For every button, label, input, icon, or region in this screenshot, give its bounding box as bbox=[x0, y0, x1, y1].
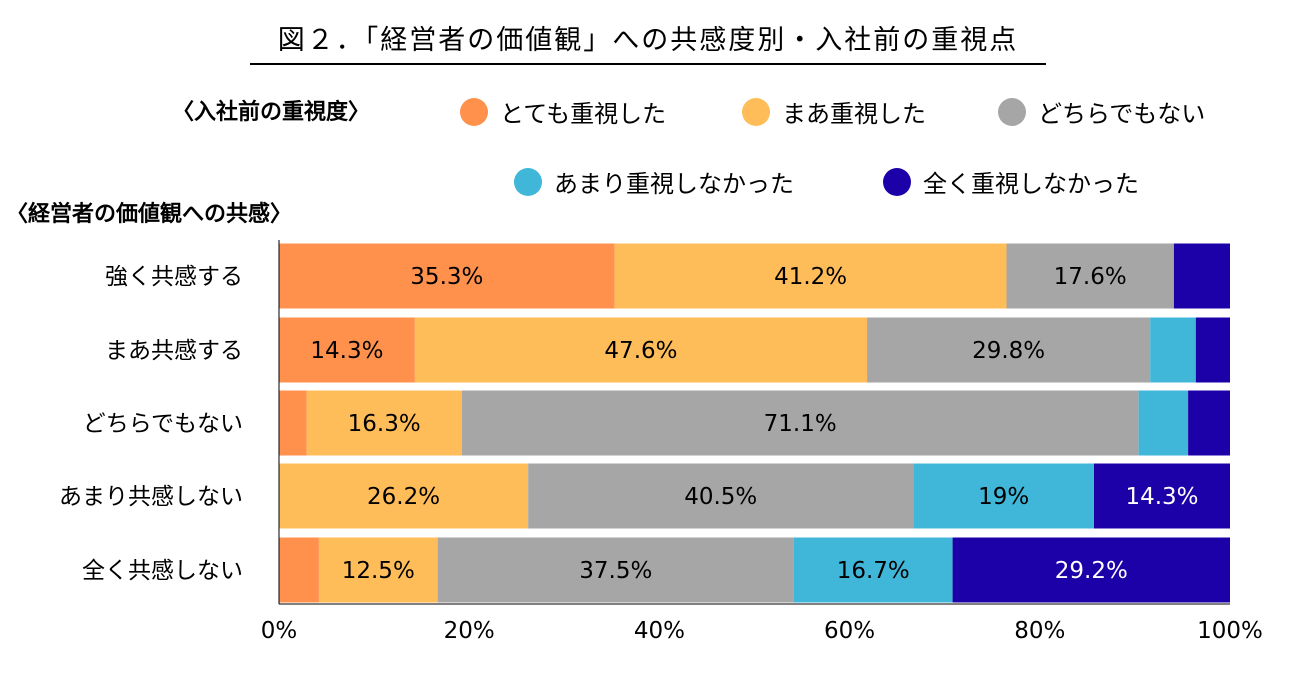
data-label: 37.5% bbox=[579, 558, 652, 584]
data-label: 47.6% bbox=[604, 338, 677, 364]
data-label: 29.8% bbox=[972, 338, 1045, 364]
x-tick-label: 60% bbox=[824, 618, 875, 644]
bar-segment bbox=[1173, 243, 1230, 309]
bar-segment bbox=[1188, 390, 1230, 456]
legend-swatch bbox=[742, 97, 770, 126]
category-label: 全く共感しない bbox=[82, 558, 243, 584]
data-label: 29.2% bbox=[1055, 558, 1128, 584]
legend-item: どちらでもない bbox=[998, 94, 1205, 129]
bar-segment bbox=[913, 463, 1095, 529]
legend-swatch bbox=[998, 97, 1026, 126]
bar-segment bbox=[437, 537, 794, 603]
bar-segment bbox=[1195, 317, 1230, 383]
legend-item: 全く重視しなかった bbox=[883, 164, 1139, 199]
data-label: 16.7% bbox=[837, 558, 910, 584]
data-label: 71.1% bbox=[764, 411, 837, 437]
data-label: 16.3% bbox=[348, 411, 421, 437]
bar-segment bbox=[1150, 317, 1196, 383]
legend-swatch bbox=[883, 167, 911, 196]
category-label: どちらでもない bbox=[83, 411, 243, 437]
legend-swatch bbox=[514, 167, 542, 196]
bar-segment bbox=[279, 317, 415, 383]
category-label: まあ共感する bbox=[105, 338, 243, 364]
bar-segment bbox=[279, 390, 307, 456]
bar-segment bbox=[1138, 390, 1189, 456]
bar-segment bbox=[793, 537, 953, 603]
bar-segment bbox=[279, 537, 319, 603]
chart-title: 図２．「経営者の価値観」への共感度別・入社前の重視点 bbox=[250, 18, 1046, 65]
x-tick-label: 80% bbox=[1014, 618, 1065, 644]
legend-label: まあ重視した bbox=[782, 100, 926, 128]
data-label: 17.6% bbox=[1054, 264, 1127, 290]
bar-segment bbox=[461, 390, 1139, 456]
data-label: 26.2% bbox=[367, 484, 440, 510]
x-tick-label: 40% bbox=[634, 618, 685, 644]
bar-segment bbox=[528, 463, 914, 529]
bar-segment bbox=[952, 537, 1230, 603]
axis-heading: 〈経営者の価値観への共感〉 bbox=[6, 202, 293, 227]
x-tick-label: 100% bbox=[1197, 618, 1263, 644]
legend-label: どちらでもない bbox=[1038, 100, 1206, 128]
legend-label: あまり重視しなかった bbox=[554, 170, 794, 198]
legend-item: とても重視した bbox=[460, 94, 666, 129]
category-label: あまり共感しない bbox=[59, 484, 243, 510]
data-label: 14.3% bbox=[310, 338, 383, 364]
x-tick-label: 0% bbox=[261, 618, 298, 644]
data-label: 14.3% bbox=[1125, 484, 1198, 510]
legend-swatch bbox=[460, 97, 488, 126]
data-label: 19% bbox=[978, 484, 1029, 510]
data-label: 41.2% bbox=[774, 264, 847, 290]
legend-item: あまり重視しなかった bbox=[514, 164, 794, 199]
bar-segment bbox=[318, 537, 438, 603]
bar-segment bbox=[414, 317, 868, 383]
bar-segment bbox=[279, 243, 615, 309]
bar-segment bbox=[1006, 243, 1174, 309]
legend-item: まあ重視した bbox=[742, 94, 926, 129]
data-label: 35.3% bbox=[410, 264, 483, 290]
data-label: 12.5% bbox=[342, 558, 415, 584]
legend-heading: 〈入社前の重視度〉 bbox=[172, 100, 371, 125]
data-label: 40.5% bbox=[684, 484, 757, 510]
bar-segment bbox=[1094, 463, 1230, 529]
bar-segment bbox=[279, 463, 529, 529]
bar-segment bbox=[867, 317, 1151, 383]
bar-segment bbox=[614, 243, 1007, 309]
category-label: 強く共感する bbox=[105, 264, 243, 290]
bar-segment bbox=[306, 390, 462, 456]
x-tick-label: 20% bbox=[444, 618, 495, 644]
legend-label: 全く重視しなかった bbox=[923, 170, 1139, 198]
legend-label: とても重視した bbox=[500, 100, 667, 128]
